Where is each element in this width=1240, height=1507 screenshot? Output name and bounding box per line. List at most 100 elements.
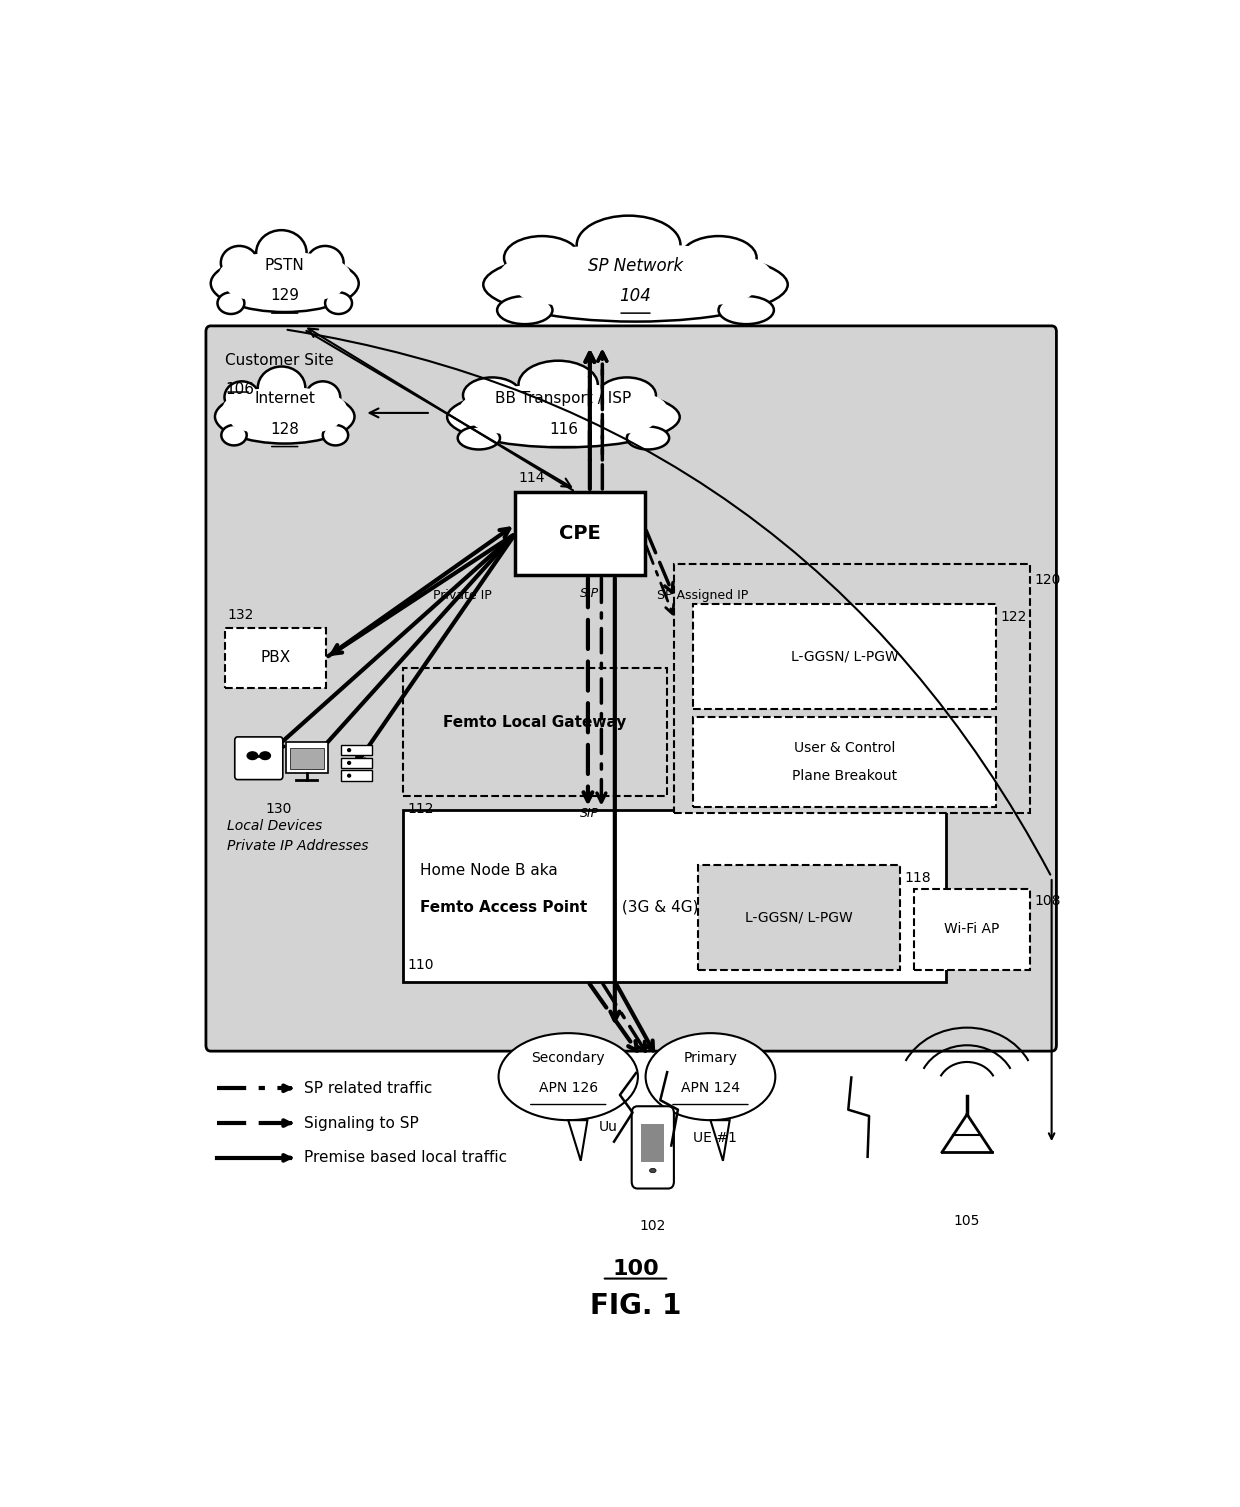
FancyBboxPatch shape <box>693 604 996 708</box>
Ellipse shape <box>497 295 553 324</box>
Text: 102: 102 <box>640 1219 666 1233</box>
Ellipse shape <box>260 752 270 760</box>
Ellipse shape <box>484 247 787 321</box>
Text: SIP: SIP <box>580 586 599 600</box>
Text: Internet: Internet <box>254 392 315 407</box>
Ellipse shape <box>247 752 258 760</box>
Text: 114: 114 <box>518 470 544 485</box>
FancyBboxPatch shape <box>641 1124 665 1162</box>
Text: 122: 122 <box>1001 610 1027 624</box>
FancyBboxPatch shape <box>226 627 326 687</box>
Ellipse shape <box>718 295 774 324</box>
Text: Private IP: Private IP <box>433 589 492 603</box>
Ellipse shape <box>347 749 351 752</box>
Text: 110: 110 <box>408 958 434 972</box>
Text: 130: 130 <box>265 802 291 815</box>
Text: Customer Site: Customer Site <box>226 353 334 368</box>
Text: L-GGSN/ L-PGW: L-GGSN/ L-PGW <box>791 650 899 663</box>
Text: Femto Local Gateway: Femto Local Gateway <box>444 716 626 731</box>
Ellipse shape <box>305 381 340 413</box>
Text: User & Control: User & Control <box>794 741 895 755</box>
Text: FIG. 1: FIG. 1 <box>590 1293 681 1320</box>
Ellipse shape <box>458 426 500 449</box>
Ellipse shape <box>448 387 680 448</box>
Text: 116: 116 <box>549 422 578 437</box>
FancyBboxPatch shape <box>234 737 283 779</box>
FancyBboxPatch shape <box>290 749 324 769</box>
FancyBboxPatch shape <box>631 1106 673 1189</box>
Text: 132: 132 <box>227 607 253 622</box>
Ellipse shape <box>258 366 305 410</box>
Ellipse shape <box>518 274 753 310</box>
FancyBboxPatch shape <box>914 889 1029 971</box>
Text: 129: 129 <box>270 288 299 303</box>
Text: APN 124: APN 124 <box>681 1081 740 1096</box>
FancyBboxPatch shape <box>693 717 996 808</box>
Ellipse shape <box>211 255 358 312</box>
FancyBboxPatch shape <box>403 809 946 981</box>
Text: Home Node B aka: Home Node B aka <box>420 862 558 877</box>
FancyBboxPatch shape <box>403 668 667 796</box>
Text: 106: 106 <box>226 381 254 396</box>
Text: (3G & 4G): (3G & 4G) <box>618 900 699 915</box>
Ellipse shape <box>650 1168 656 1172</box>
Text: L-GGSN/ L-PGW: L-GGSN/ L-PGW <box>745 910 853 925</box>
Ellipse shape <box>498 1034 637 1120</box>
Ellipse shape <box>347 761 351 764</box>
Text: Secondary: Secondary <box>532 1050 605 1065</box>
Ellipse shape <box>322 425 348 446</box>
Ellipse shape <box>325 292 352 313</box>
Ellipse shape <box>217 292 244 313</box>
Ellipse shape <box>460 384 666 429</box>
Ellipse shape <box>503 237 580 279</box>
Ellipse shape <box>221 246 258 279</box>
Text: 104: 104 <box>620 286 651 304</box>
Ellipse shape <box>577 216 681 274</box>
FancyBboxPatch shape <box>516 491 645 576</box>
Text: UE #1: UE #1 <box>693 1132 737 1145</box>
Text: PBX: PBX <box>260 650 290 665</box>
Ellipse shape <box>221 425 247 446</box>
Ellipse shape <box>219 252 351 295</box>
Text: Wi-Fi AP: Wi-Fi AP <box>944 922 999 936</box>
Text: SIP: SIP <box>580 808 599 820</box>
Text: 112: 112 <box>408 802 434 815</box>
Ellipse shape <box>257 231 306 276</box>
Ellipse shape <box>231 410 339 436</box>
Text: Premise based local traffic: Premise based local traffic <box>304 1150 507 1165</box>
Ellipse shape <box>518 360 598 408</box>
Text: SP related traffic: SP related traffic <box>304 1081 433 1096</box>
Text: 118: 118 <box>904 871 931 885</box>
Ellipse shape <box>681 237 756 279</box>
Text: 128: 128 <box>270 422 299 437</box>
Text: Plane Breakout: Plane Breakout <box>792 769 897 784</box>
FancyBboxPatch shape <box>285 741 327 773</box>
Text: Private IP Addresses: Private IP Addresses <box>227 839 368 853</box>
Ellipse shape <box>463 377 521 413</box>
Ellipse shape <box>347 775 351 778</box>
Polygon shape <box>568 1120 588 1160</box>
FancyBboxPatch shape <box>341 744 372 755</box>
Text: SP Network: SP Network <box>588 256 683 274</box>
Text: 100: 100 <box>613 1260 658 1279</box>
FancyBboxPatch shape <box>341 770 372 781</box>
Text: Uu: Uu <box>599 1120 618 1133</box>
Text: Signaling to SP: Signaling to SP <box>304 1115 419 1130</box>
Text: APN 126: APN 126 <box>538 1081 598 1096</box>
Text: 105: 105 <box>954 1213 981 1228</box>
Ellipse shape <box>228 276 342 303</box>
Ellipse shape <box>223 387 346 428</box>
Text: SP Assigned IP: SP Assigned IP <box>657 589 749 603</box>
Polygon shape <box>711 1120 729 1160</box>
FancyBboxPatch shape <box>698 865 900 971</box>
Text: Primary: Primary <box>683 1050 738 1065</box>
Ellipse shape <box>598 377 656 413</box>
Ellipse shape <box>306 246 343 279</box>
Ellipse shape <box>215 390 355 443</box>
FancyBboxPatch shape <box>675 564 1029 814</box>
Text: Femto Access Point: Femto Access Point <box>420 900 588 915</box>
Text: 120: 120 <box>1034 573 1060 588</box>
Ellipse shape <box>474 408 653 439</box>
FancyBboxPatch shape <box>206 326 1056 1052</box>
Ellipse shape <box>646 1034 775 1120</box>
